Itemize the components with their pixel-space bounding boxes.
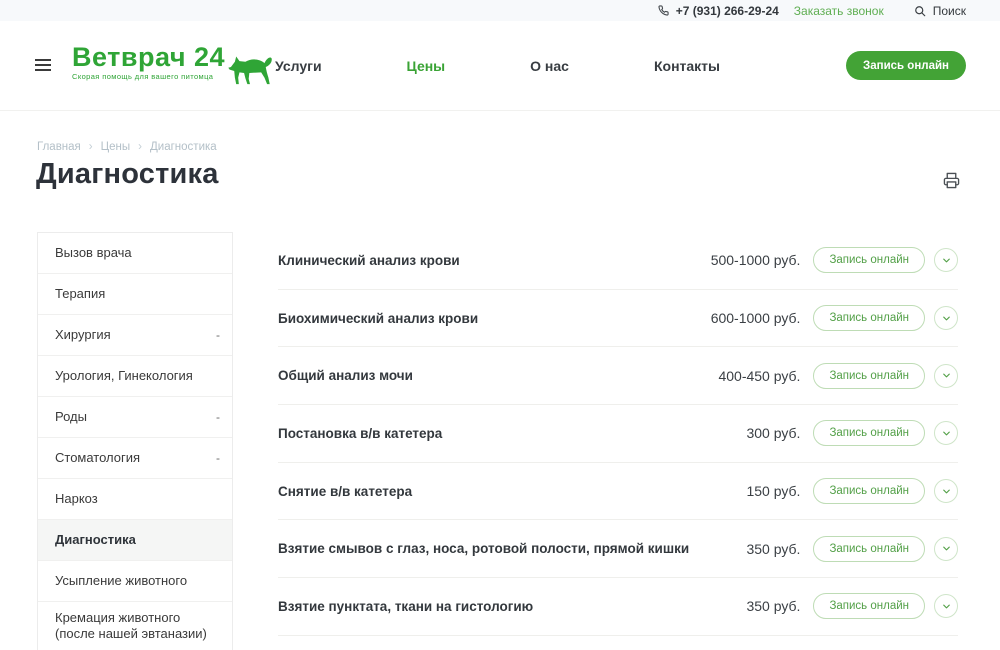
- chevron-down-icon: [942, 316, 950, 321]
- service-name: Биохимический анализ крови: [278, 310, 479, 326]
- chevron-down-icon: [942, 546, 950, 551]
- submenu-indicator: -: [216, 327, 220, 342]
- nav-item-3[interactable]: Контакты: [653, 58, 720, 74]
- book-online-button[interactable]: Запись онлайн: [813, 478, 925, 505]
- breadcrumb-separator: ›: [138, 141, 142, 153]
- search-link[interactable]: Поиск: [914, 4, 966, 18]
- breadcrumb-item[interactable]: Цены: [100, 141, 131, 153]
- nav-item-1[interactable]: Цены: [406, 58, 446, 74]
- sidebar-item[interactable]: Диагностика: [38, 520, 232, 561]
- book-online-header-button[interactable]: Запись онлайн: [846, 51, 966, 80]
- nav-item-2[interactable]: О нас: [530, 58, 569, 74]
- phone-number[interactable]: +7 (931) 266-29-24: [675, 3, 779, 18]
- logo[interactable]: Ветврач 24 Скорая помощь для вашего пито…: [72, 43, 273, 87]
- breadcrumb-item: Диагностика: [150, 141, 217, 153]
- hamburger-menu-button[interactable]: [35, 59, 51, 74]
- printer-icon: [943, 172, 960, 189]
- price-row: Клинический анализ крови 500-1000 руб. Зап…: [278, 232, 958, 290]
- logo-title: Ветврач 24: [72, 42, 226, 72]
- breadcrumb: Главная › Цены › Диагностика: [37, 141, 217, 153]
- sidebar-item-label: Диагностика: [55, 531, 136, 547]
- submenu-indicator: -: [216, 450, 220, 465]
- callback-link[interactable]: Заказать звонок: [793, 3, 884, 18]
- service-price: 150 руб.: [746, 483, 801, 500]
- service-price: 300 руб.: [746, 425, 801, 442]
- category-sidebar: Вызов врача Терапия Хирургия - Урология, Гин…: [37, 232, 233, 650]
- sidebar-item-label: Роды: [55, 408, 87, 424]
- sidebar-item-label: Вызов врача: [55, 244, 132, 260]
- expand-row-button[interactable]: [934, 479, 958, 504]
- service-name: Взятие смывов с глаз, носа, ротовой поло…: [278, 541, 690, 557]
- search-label: Поиск: [932, 3, 966, 18]
- expand-row-button[interactable]: [934, 536, 958, 561]
- sidebar-item-label: Терапия: [55, 285, 106, 301]
- price-list: Клинический анализ крови 500-1000 руб. Зап…: [278, 232, 958, 650]
- service-price: 500-1000 руб.: [710, 252, 801, 269]
- service-name: Клинический анализ крови: [278, 252, 460, 268]
- price-row: Снятие в/в катетера 150 руб. Запись онлайн: [278, 463, 958, 521]
- service-price: 600-1000 руб.: [710, 310, 801, 327]
- sidebar-item[interactable]: Хирургия -: [38, 315, 232, 356]
- title-row: Диагностика: [36, 158, 960, 191]
- submenu-indicator: -: [216, 409, 220, 424]
- book-online-button[interactable]: Запись онлайн: [813, 247, 925, 274]
- sidebar-item-label: Стоматология: [55, 449, 141, 465]
- sidebar-item[interactable]: Терапия: [38, 274, 232, 315]
- price-row: Постановка в/в катетера 300 руб. Запись он…: [278, 405, 958, 463]
- price-row: Биохимический анализ крови 600-1000 руб. З…: [278, 290, 958, 348]
- sidebar-item[interactable]: Стоматология -: [38, 438, 232, 479]
- nav-item-0[interactable]: Услуги: [275, 58, 322, 74]
- sidebar-item[interactable]: Усыпление животного: [38, 561, 232, 602]
- sidebar-item-label: Кремация животного (после нашей эвтанази…: [55, 610, 207, 642]
- sidebar-item[interactable]: Наркоз: [38, 479, 232, 520]
- price-row: Общий анализ мочи 400-450 руб. Запись онла…: [278, 347, 958, 406]
- expand-row-button[interactable]: [934, 363, 958, 388]
- sidebar-item[interactable]: Урология, Гинекология: [38, 356, 232, 397]
- service-name: Постановка в/в катетера: [278, 425, 443, 441]
- service-name: Общий анализ мочи: [278, 368, 413, 384]
- book-online-button[interactable]: Запись онлайн: [813, 362, 925, 389]
- breadcrumb-item[interactable]: Главная: [37, 141, 81, 153]
- print-button[interactable]: [943, 172, 960, 189]
- logo-tagline: Скорая помощь для вашего питомца: [72, 72, 214, 82]
- dog-silhouette-icon: [228, 56, 272, 85]
- service-name: Взятие пунктата, ткани на гистологию: [278, 598, 534, 614]
- sidebar-item-label: Хирургия: [55, 326, 111, 342]
- phone-link[interactable]: +7 (931) 266-29-24: [658, 4, 779, 18]
- book-online-button[interactable]: Запись онлайн: [813, 593, 925, 620]
- service-price: 400-450 руб.: [718, 367, 801, 384]
- chevron-down-icon: [942, 489, 950, 494]
- service-price: 350 руб.: [746, 540, 801, 557]
- breadcrumb-separator: ›: [88, 141, 93, 153]
- header: Ветврач 24 Скорая помощь для вашего пито…: [0, 21, 1000, 111]
- magnifier-icon: [914, 5, 926, 16]
- sidebar-item[interactable]: Вызов врача: [38, 233, 232, 274]
- sidebar-item-label: Наркоз: [55, 490, 98, 506]
- price-row: Взятие смывов с глаз, носа, ротовой поло…: [278, 520, 958, 579]
- topbar: +7 (931) 266-29-24 Заказать звонок Поиск: [0, 0, 1000, 21]
- chevron-down-icon: [942, 373, 950, 378]
- price-row: Взятие пунктата, ткани на гистологию 350 …: [278, 578, 958, 636]
- phone-icon: [658, 5, 669, 16]
- chevron-down-icon: [942, 431, 950, 436]
- service-name: Снятие в/в катетера: [278, 483, 413, 499]
- book-online-button[interactable]: Запись онлайн: [813, 305, 925, 332]
- sidebar-item-label: Усыпление животного: [55, 572, 188, 588]
- page-title: Диагностика: [36, 158, 219, 190]
- expand-row-button[interactable]: [934, 421, 958, 446]
- chevron-down-icon: [942, 604, 950, 609]
- book-online-button[interactable]: Запись онлайн: [813, 535, 925, 562]
- expand-row-button[interactable]: [934, 594, 958, 619]
- content: Вызов врача Терапия Хирургия - Урология, Гин…: [37, 232, 958, 650]
- sidebar-item[interactable]: Роды -: [38, 397, 232, 438]
- service-price: 350 руб.: [746, 598, 801, 615]
- sidebar-item[interactable]: Кремация животного (после нашей эвтанази…: [38, 602, 232, 650]
- sidebar-item-label: Урология, Гинекология: [55, 367, 193, 383]
- expand-row-button[interactable]: [934, 248, 958, 273]
- main-nav: Услуги Цены О нас Контакты: [255, 21, 740, 111]
- expand-row-button[interactable]: [934, 306, 958, 331]
- chevron-down-icon: [942, 258, 950, 263]
- book-online-button[interactable]: Запись онлайн: [813, 420, 925, 447]
